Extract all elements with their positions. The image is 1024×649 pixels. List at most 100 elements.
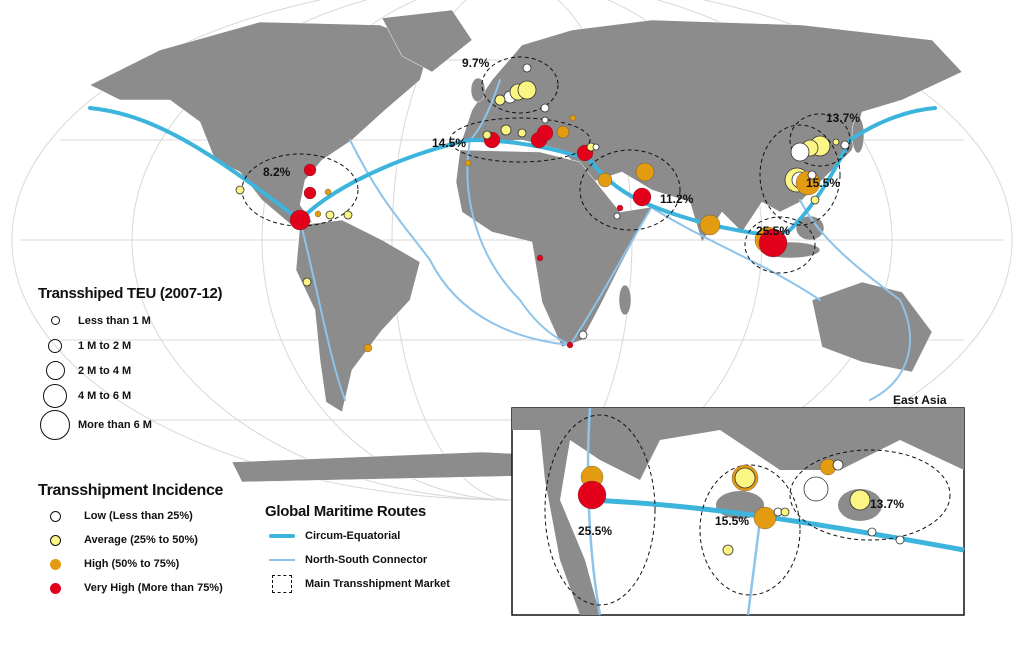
madagascar bbox=[618, 284, 632, 316]
port-marker bbox=[324, 188, 332, 196]
port-marker bbox=[314, 210, 322, 218]
incidence-circle-icon bbox=[49, 558, 61, 570]
incidence-legend-item: Low (Less than 25%) bbox=[38, 504, 223, 528]
ports bbox=[235, 63, 850, 353]
port-marker bbox=[849, 489, 871, 511]
market-label: 25.5% bbox=[756, 224, 790, 238]
incidence-legend-item: Average (25% to 50%) bbox=[38, 528, 223, 552]
routes-legend-title: Global Maritime Routes bbox=[265, 503, 426, 520]
port-marker bbox=[790, 142, 810, 162]
teu-legend-item: 4 M to 6 M bbox=[38, 383, 222, 408]
port-marker bbox=[325, 210, 335, 220]
incidence-legend: Transshipment Incidence Low (Less than 2… bbox=[38, 482, 223, 600]
australia bbox=[811, 281, 933, 373]
port-marker bbox=[616, 204, 624, 212]
route-legend-item: Main Transshipment Market bbox=[265, 572, 450, 596]
market-label: 15.5% bbox=[806, 176, 840, 190]
port-marker bbox=[464, 159, 472, 167]
port-marker bbox=[494, 94, 506, 106]
port-marker bbox=[289, 209, 311, 231]
port-marker bbox=[597, 172, 613, 188]
port-marker bbox=[500, 124, 512, 136]
market-label: 14.5% bbox=[432, 136, 466, 150]
route-legend-item: North-South Connector bbox=[265, 548, 450, 572]
port-marker bbox=[577, 480, 607, 510]
market-label: 9.7% bbox=[462, 56, 490, 70]
incidence-circle-icon bbox=[49, 510, 61, 522]
port-marker bbox=[592, 143, 600, 151]
size-circle-icon bbox=[43, 383, 67, 408]
market-label: 8.2% bbox=[263, 165, 291, 179]
port-marker bbox=[867, 527, 877, 537]
teu-legend-item: 1 M to 2 M bbox=[38, 333, 222, 358]
port-marker bbox=[578, 330, 588, 340]
port-marker bbox=[803, 476, 829, 502]
size-circle-icon bbox=[45, 361, 65, 380]
port-marker bbox=[303, 186, 317, 200]
port-marker bbox=[734, 467, 756, 489]
port-marker bbox=[517, 128, 527, 138]
port-marker bbox=[536, 124, 554, 142]
teu-legend-item: Less than 1 M bbox=[38, 308, 222, 333]
port-marker bbox=[832, 138, 840, 146]
transshipment-markets bbox=[241, 56, 851, 274]
port-marker bbox=[235, 185, 245, 195]
teu-legend-item: 2 M to 4 M bbox=[38, 358, 222, 383]
port-marker bbox=[569, 114, 577, 122]
route-symbol-icon bbox=[265, 559, 299, 561]
inset-label: 15.5% bbox=[715, 514, 749, 528]
port-marker bbox=[699, 214, 721, 236]
incidence-legend-item: High (50% to 75%) bbox=[38, 552, 223, 576]
route-legend-item: Circum-Equatorial bbox=[265, 524, 450, 548]
inset-label: 25.5% bbox=[578, 524, 612, 538]
port-marker bbox=[895, 535, 905, 545]
north-america bbox=[89, 21, 431, 229]
port-marker bbox=[810, 195, 820, 205]
routes-legend: Global Maritime Routes Circum-Equatorial… bbox=[265, 503, 450, 596]
port-marker bbox=[780, 507, 790, 517]
size-circle-icon bbox=[40, 410, 70, 440]
market-label: 11.2% bbox=[660, 192, 694, 206]
market-labels: 9.7% 13.7% 14.5% 8.2% 15.5% 11.2% 25.5% bbox=[263, 56, 860, 238]
port-marker bbox=[758, 228, 788, 258]
route-symbol-icon bbox=[265, 575, 299, 593]
port-marker bbox=[566, 341, 574, 349]
east-asia-inset: 25.5% 15.5% 13.7% bbox=[511, 407, 965, 616]
incidence-legend-item: Very High (More than 75%) bbox=[38, 576, 223, 600]
south-america bbox=[295, 219, 421, 413]
port-marker bbox=[522, 63, 532, 73]
inset-title: East Asia bbox=[893, 393, 947, 407]
port-marker bbox=[556, 125, 570, 139]
port-marker bbox=[536, 254, 544, 262]
incidence-legend-title: Transshipment Incidence bbox=[38, 482, 224, 499]
teu-legend-title: Transshiped TEU (2007-12) bbox=[38, 285, 223, 302]
port-marker bbox=[363, 343, 373, 353]
route-symbol-icon bbox=[265, 534, 299, 538]
port-marker bbox=[807, 170, 817, 180]
size-circle-icon bbox=[50, 316, 60, 325]
port-marker bbox=[303, 163, 317, 177]
teu-legend-item: More than 6 M bbox=[38, 408, 222, 442]
port-marker bbox=[613, 212, 621, 220]
port-marker bbox=[722, 544, 734, 556]
port-marker bbox=[302, 277, 312, 287]
inset-label: 13.7% bbox=[870, 497, 904, 511]
size-circle-icon bbox=[48, 338, 62, 353]
africa bbox=[455, 149, 653, 348]
port-marker bbox=[517, 80, 537, 100]
landmass bbox=[89, 9, 963, 483]
incidence-circle-icon bbox=[49, 582, 61, 594]
uk bbox=[470, 77, 486, 103]
port-marker bbox=[632, 187, 652, 207]
incidence-circle-icon bbox=[49, 534, 61, 546]
market-label: 13.7% bbox=[826, 111, 860, 125]
port-marker bbox=[753, 506, 777, 530]
north-south-connector bbox=[299, 79, 911, 401]
port-marker bbox=[540, 103, 550, 113]
port-marker bbox=[832, 459, 844, 471]
port-marker bbox=[840, 140, 850, 150]
port-marker bbox=[482, 130, 492, 140]
